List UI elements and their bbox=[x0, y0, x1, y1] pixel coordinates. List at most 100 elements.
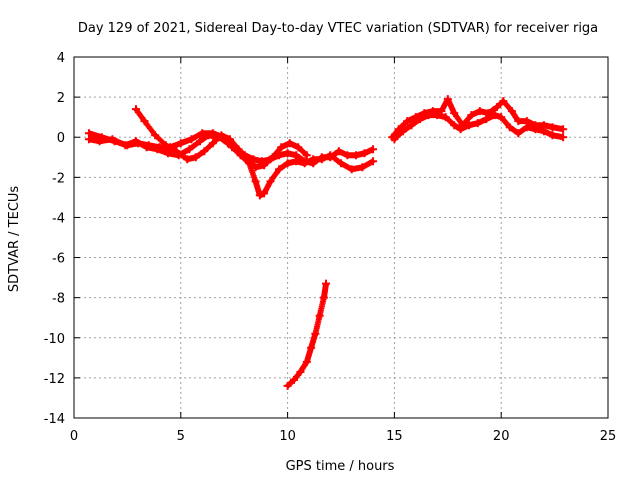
data-point bbox=[416, 115, 425, 124]
data-point bbox=[505, 123, 514, 132]
data-point bbox=[317, 155, 326, 164]
data-point bbox=[482, 115, 491, 124]
data-point bbox=[398, 127, 407, 136]
y-tick-label: -6 bbox=[52, 252, 65, 267]
data-point bbox=[208, 129, 217, 138]
tick-layer: 0 5 10 15 20 25 -14 -12 -10 -8 -6 -4 -2 0 2 4 bbox=[44, 51, 617, 444]
data-point bbox=[497, 113, 506, 122]
y-tick-label: 4 bbox=[57, 51, 65, 66]
data-point bbox=[283, 381, 292, 390]
x-axis-label: GPS time / hours bbox=[286, 459, 395, 474]
data-point bbox=[326, 151, 335, 160]
series-track-e bbox=[388, 95, 568, 142]
x-tick-label: 15 bbox=[386, 429, 403, 444]
data-point bbox=[450, 109, 459, 118]
data-point bbox=[369, 145, 378, 154]
data-point bbox=[443, 95, 452, 104]
data-point bbox=[522, 123, 531, 132]
data-point bbox=[151, 131, 160, 140]
data-point bbox=[309, 155, 318, 164]
data-point bbox=[548, 123, 557, 132]
y-tick-label: -8 bbox=[52, 292, 65, 307]
data-point bbox=[268, 153, 277, 162]
data-point bbox=[251, 177, 260, 186]
data-point bbox=[343, 151, 352, 160]
data-point bbox=[243, 153, 252, 162]
data-point bbox=[255, 191, 264, 200]
data-point bbox=[322, 279, 331, 288]
data-point bbox=[473, 119, 482, 128]
data-point bbox=[260, 189, 269, 198]
data-point bbox=[84, 129, 93, 138]
data-point bbox=[311, 329, 320, 338]
data-point bbox=[319, 293, 328, 302]
data-point bbox=[369, 157, 378, 166]
data-point bbox=[290, 375, 299, 384]
data-point bbox=[539, 127, 548, 136]
x-tick-label: 25 bbox=[600, 429, 617, 444]
data-point bbox=[183, 155, 192, 164]
data-point bbox=[475, 107, 484, 116]
data-point bbox=[283, 149, 292, 158]
data-point bbox=[176, 139, 185, 148]
data-point bbox=[234, 145, 243, 154]
data-point bbox=[200, 147, 209, 156]
data-point bbox=[275, 165, 284, 174]
data-point bbox=[499, 97, 508, 106]
x-tick-label: 10 bbox=[279, 429, 296, 444]
data-point bbox=[155, 143, 164, 152]
data-point bbox=[217, 131, 226, 140]
data-point bbox=[450, 121, 459, 130]
data-point bbox=[140, 117, 149, 126]
data-point bbox=[225, 135, 234, 144]
data-point bbox=[208, 139, 217, 148]
data-point bbox=[403, 117, 412, 126]
series-track-f bbox=[390, 111, 568, 144]
chart-title: Day 129 of 2021, Sidereal Day-to-day VTE… bbox=[78, 21, 598, 36]
data-point bbox=[302, 151, 311, 160]
data-point bbox=[97, 133, 106, 142]
data-point bbox=[358, 163, 367, 172]
data-point bbox=[441, 113, 450, 122]
data-point bbox=[294, 143, 303, 152]
data-point bbox=[559, 125, 568, 134]
x-tick-label: 0 bbox=[70, 429, 78, 444]
x-tick-label: 20 bbox=[493, 429, 510, 444]
y-tick-label: -2 bbox=[52, 171, 65, 186]
data-point bbox=[283, 159, 292, 168]
data-point bbox=[163, 149, 172, 158]
data-point bbox=[465, 121, 474, 130]
data-point bbox=[514, 129, 523, 138]
plot-frame bbox=[73, 56, 609, 419]
data-point bbox=[302, 357, 311, 366]
y-axis-label: SDTVAR / TECUs bbox=[7, 186, 22, 293]
data-point bbox=[548, 131, 557, 140]
y-tick-label: 2 bbox=[57, 91, 65, 106]
series-track-c bbox=[131, 105, 311, 172]
y-tick-label: -14 bbox=[44, 412, 65, 427]
data-point bbox=[390, 135, 399, 144]
grid-layer bbox=[74, 57, 608, 418]
data-point bbox=[456, 125, 465, 134]
data-point bbox=[351, 151, 360, 160]
data-point bbox=[407, 121, 416, 130]
data-point bbox=[187, 135, 196, 144]
y-tick-label: -10 bbox=[44, 332, 65, 347]
data-layer bbox=[84, 95, 568, 390]
data-point bbox=[315, 311, 324, 320]
data-point bbox=[144, 141, 153, 150]
data-point bbox=[191, 153, 200, 162]
data-point bbox=[292, 157, 301, 166]
data-point bbox=[492, 103, 501, 112]
data-point bbox=[467, 111, 476, 120]
data-point bbox=[277, 143, 286, 152]
y-tick-label: -4 bbox=[52, 211, 65, 226]
data-point bbox=[300, 159, 309, 168]
data-point bbox=[185, 145, 194, 154]
data-point bbox=[360, 149, 369, 158]
data-point bbox=[559, 133, 568, 142]
y-tick-label: 0 bbox=[57, 131, 65, 146]
data-point bbox=[198, 129, 207, 138]
data-point bbox=[266, 177, 275, 186]
